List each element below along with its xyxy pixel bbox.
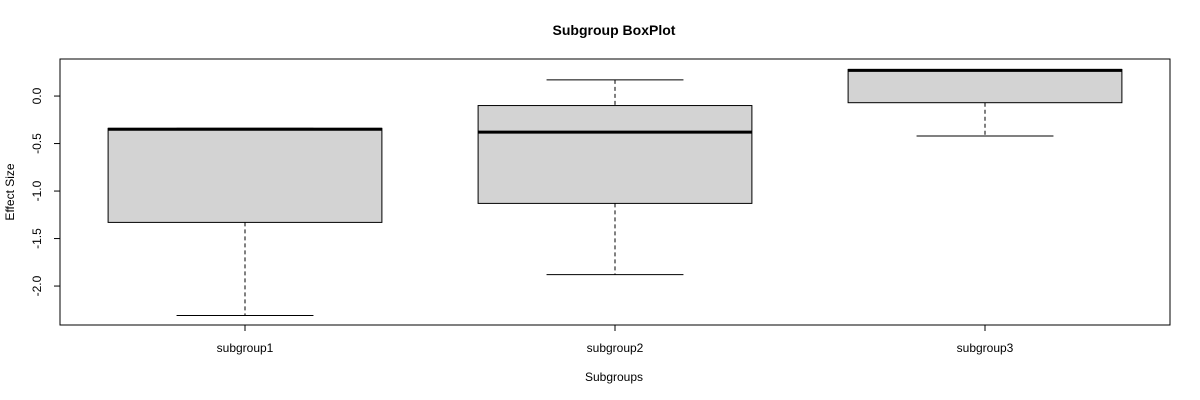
y-tick-label: -0.5 <box>30 133 44 154</box>
x-axis: subgroup1 subgroup2 subgroup3 <box>217 324 1014 355</box>
y-axis-label: Effect Size <box>3 163 17 220</box>
box-subgroup1 <box>107 127 383 316</box>
x-tick-label: subgroup2 <box>587 341 644 355</box>
boxes-group <box>107 68 1123 316</box>
box-subgroup2 <box>477 79 753 276</box>
y-axis: 0.0 -0.5 -1.0 -1.5 -2.0 <box>30 87 61 296</box>
y-tick-label: -1.0 <box>30 180 44 201</box>
y-tick-label: -1.5 <box>30 228 44 249</box>
chart-title: Subgroup BoxPlot <box>553 22 676 38</box>
y-tick-label: 0.0 <box>30 87 44 104</box>
box-subgroup3 <box>847 68 1123 137</box>
x-axis-label: Subgroups <box>585 370 643 384</box>
box-rect <box>847 68 1123 104</box>
y-tick-label: -2.0 <box>30 275 44 296</box>
x-tick-label: subgroup3 <box>957 341 1014 355</box>
x-tick-label: subgroup1 <box>217 341 274 355</box>
box-rect <box>107 127 383 223</box>
box-rect <box>477 105 753 204</box>
